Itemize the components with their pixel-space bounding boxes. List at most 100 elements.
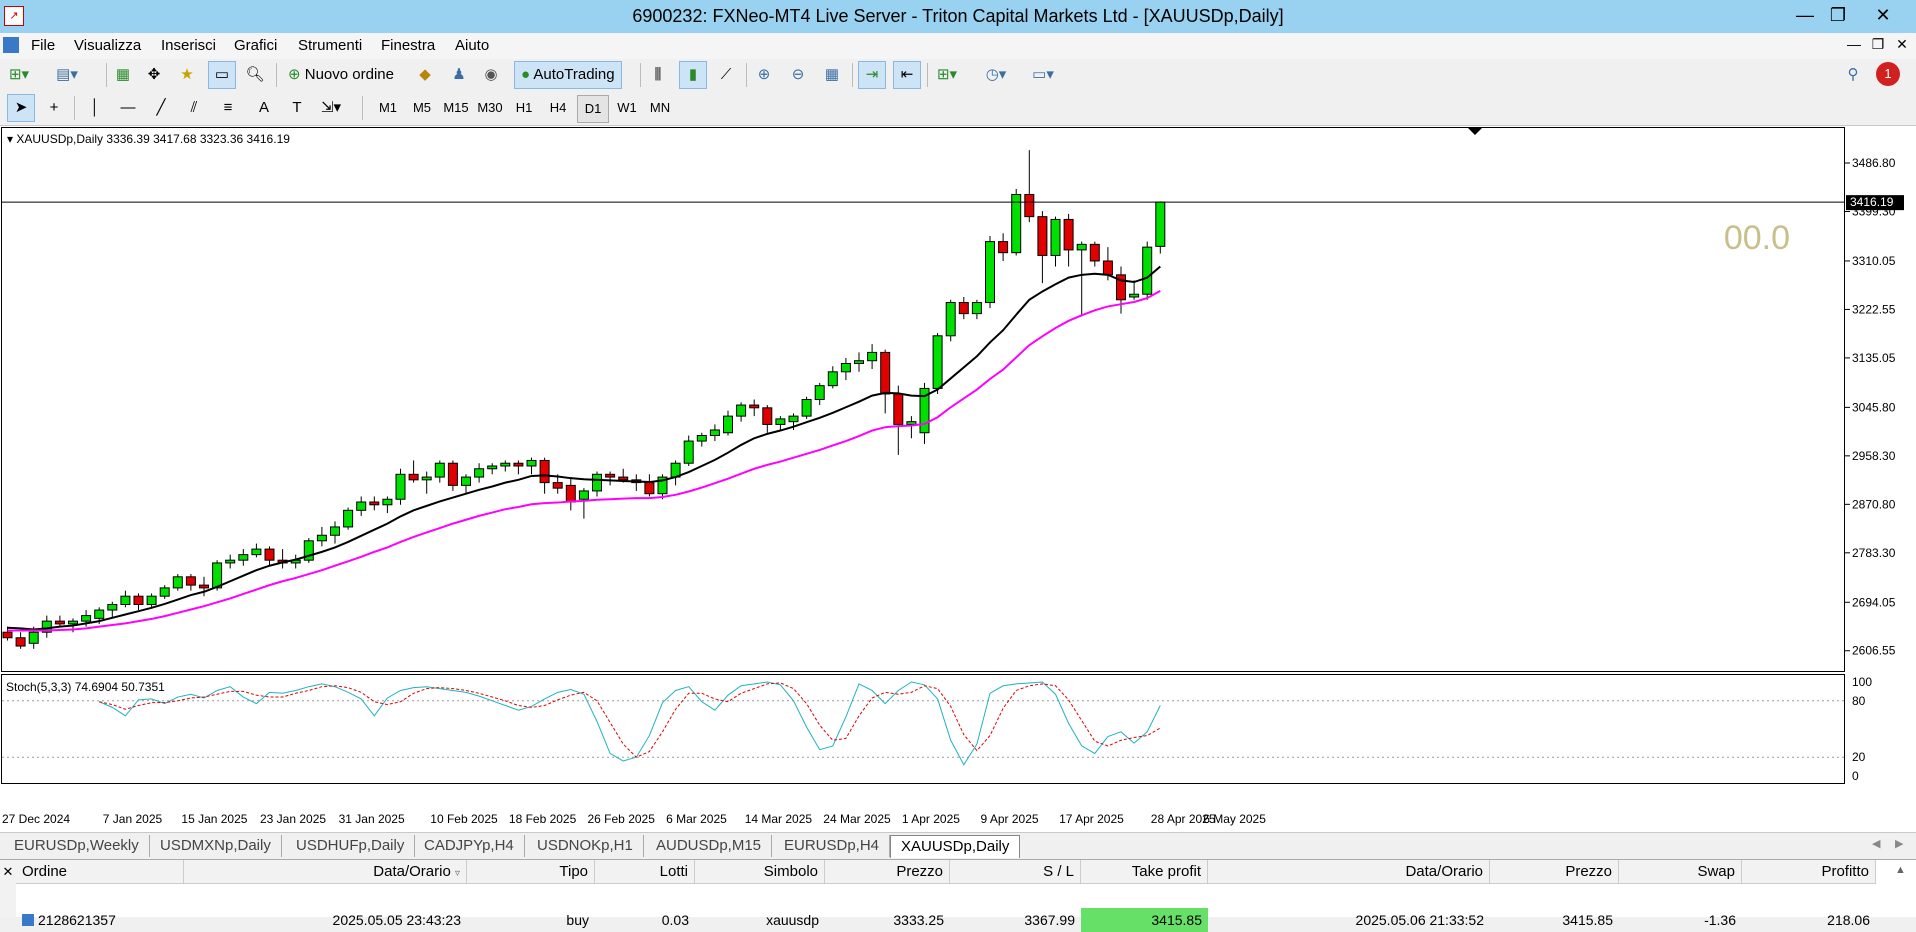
candle-body <box>146 595 157 606</box>
timeframe-mn[interactable]: MN <box>649 100 671 115</box>
chart-window[interactable]: ▾ XAUUSDp,Daily 3336.39 3417.68 3323.36 … <box>0 126 1916 832</box>
col-type[interactable]: Tipo <box>467 860 595 884</box>
autotrading-button[interactable]: ● AutoTrading <box>514 61 622 89</box>
metaeditor-icon[interactable]: ◆ <box>419 66 431 83</box>
candle <box>120 590 131 608</box>
candle <box>408 460 419 483</box>
date-label: 31 Jan 2025 <box>339 812 405 826</box>
signals-icon[interactable]: ◉ <box>484 66 498 83</box>
col-lots[interactable]: Lotti <box>595 860 695 884</box>
tab-usdnokp-h1[interactable]: USDNOKp,H1 <box>527 835 644 857</box>
menu-view[interactable]: Visualizza <box>74 37 142 54</box>
swap: -1.36 <box>1704 912 1736 928</box>
timeframe-m30[interactable]: M30 <box>477 100 503 115</box>
chart-shift-icon[interactable]: ⇤ <box>893 61 921 89</box>
tab-usdhufp-daily[interactable]: USDHUFp,Daily <box>286 835 416 857</box>
vertical-line-icon[interactable]: │ <box>90 99 100 116</box>
timeframe-m1[interactable]: M1 <box>378 100 398 115</box>
timeframe-m5[interactable]: M5 <box>412 100 432 115</box>
menu-help[interactable]: Aiuto <box>455 37 490 54</box>
fibonacci-icon[interactable]: ≡ <box>223 99 233 116</box>
col-open-time[interactable]: Data/Orario ▿ <box>184 860 467 884</box>
data-window-icon[interactable]: ✥ <box>147 66 161 83</box>
notifications-badge[interactable]: 1 <box>1876 62 1900 86</box>
candle <box>212 560 223 591</box>
horizontal-line-icon[interactable]: — <box>120 99 136 116</box>
templates-icon[interactable]: ▭▾ <box>1032 66 1054 83</box>
new-order-button[interactable]: ⊕ Nuovo ordine <box>284 62 398 88</box>
col-current-price[interactable]: Prezzo <box>1490 860 1619 884</box>
col-price[interactable]: Prezzo <box>825 860 950 884</box>
candle <box>487 463 498 475</box>
col-swap[interactable]: Swap <box>1619 860 1742 884</box>
col-take-profit[interactable]: Take profit <box>1081 860 1208 884</box>
table-row[interactable]: 2128621357 2025.05.05 23:43:23 buy 0.03 … <box>16 884 1876 932</box>
minimize-button[interactable]: — <box>1796 5 1814 25</box>
col-order[interactable]: Ordine <box>16 860 184 884</box>
zoom-in-icon[interactable]: ⊕ <box>757 66 771 83</box>
cursor-icon[interactable]: ➤ <box>7 94 35 122</box>
community-icon[interactable]: ♟ <box>452 66 466 83</box>
arrows-icon[interactable]: ⇲▾ <box>320 99 342 116</box>
text-label-icon[interactable]: T <box>292 99 302 116</box>
mdi-minimize-button[interactable]: — <box>1847 36 1861 52</box>
menu-charts[interactable]: Grafici <box>234 37 278 54</box>
tab-scroll-left-icon[interactable]: ◀ <box>1872 838 1881 850</box>
chart-canvas[interactable]: ▾ XAUUSDp,Daily 3336.39 3417.68 3323.36 … <box>0 126 1916 832</box>
text-tool-icon[interactable]: A <box>258 99 269 116</box>
autoscroll-icon[interactable]: ⇥ <box>858 61 886 89</box>
col-symbol[interactable]: Simbolo <box>695 860 825 884</box>
zoom-out-icon[interactable]: ⊖ <box>791 66 805 83</box>
price-label: 3486.80 <box>1852 156 1896 170</box>
market-watch-icon[interactable]: ▦ <box>115 66 131 83</box>
close-button[interactable]: ✕ <box>1852 0 1914 30</box>
tab-eurusdp-h4[interactable]: EURUSDp,H4 <box>774 835 891 857</box>
mdi-restore-button[interactable]: ❐ <box>1871 36 1885 52</box>
search-icon[interactable]: ⚲ <box>1847 66 1859 83</box>
candle-body <box>94 609 105 619</box>
profiles-icon[interactable]: ▤▾ <box>56 66 78 83</box>
candle-body <box>1076 243 1087 251</box>
timeframe-d1[interactable]: D1 <box>577 95 609 123</box>
col-profit[interactable]: Profitto <box>1742 860 1876 884</box>
autotrading-label: AutoTrading <box>533 66 615 83</box>
tab-cadjpyp-h4[interactable]: CADJPYp,H4 <box>414 835 525 857</box>
restore-button[interactable]: ❐ <box>1829 5 1847 25</box>
terminal-close-icon[interactable]: ✕ <box>0 860 16 884</box>
tab-xauusdp-daily[interactable]: XAUUSDp,Daily <box>890 835 1021 858</box>
menu-insert[interactable]: Inserisci <box>161 37 217 54</box>
terminal-scroll-up-icon[interactable]: ▲ <box>1895 864 1906 876</box>
col-current-time[interactable]: Data/Orario <box>1208 860 1490 884</box>
crosshair-icon[interactable]: + <box>49 99 59 116</box>
ma-slow-line <box>7 290 1161 632</box>
candle <box>867 344 878 370</box>
line-chart-icon[interactable]: ⟋ <box>720 66 732 83</box>
timeframe-m15[interactable]: M15 <box>443 100 469 115</box>
new-chart-icon[interactable]: ⊞▾ <box>8 66 30 83</box>
candle-body <box>1050 218 1061 256</box>
tile-windows-icon[interactable]: ▦ <box>824 66 840 83</box>
menu-tools[interactable]: Strumenti <box>298 37 363 54</box>
indicators-icon[interactable]: ⊞▾ <box>936 66 958 83</box>
tab-eurusdp-weekly[interactable]: EURUSDp,Weekly <box>4 835 150 857</box>
candlestick-icon[interactable]: ▮ <box>679 61 707 89</box>
channel-icon[interactable]: ⫽ <box>190 99 198 116</box>
tab-audusdp-m15[interactable]: AUDUSDp,M15 <box>646 835 773 857</box>
menu-file[interactable]: File <box>31 37 56 54</box>
order-type: buy <box>566 912 589 928</box>
bar-chart-icon[interactable]: ⫼ <box>654 66 662 83</box>
navigator-icon[interactable]: ★ <box>180 66 194 83</box>
timeframe-h1[interactable]: H1 <box>515 100 533 115</box>
trendline-icon[interactable]: ╱ <box>156 99 166 116</box>
menu-window[interactable]: Finestra <box>381 37 436 54</box>
tab-scroll-right-icon[interactable]: ▶ <box>1895 838 1904 850</box>
timeframe-w1[interactable]: W1 <box>617 100 637 115</box>
candle <box>251 543 262 558</box>
terminal-icon[interactable]: ▭ <box>208 61 236 89</box>
tab-usdmxnp-daily[interactable]: USDMXNp,Daily <box>150 835 282 857</box>
strategy-tester-icon[interactable]: 🔍︎ <box>245 66 265 83</box>
timeframe-h4[interactable]: H4 <box>549 100 567 115</box>
mdi-close-button[interactable]: ✕ <box>1896 36 1908 52</box>
col-stop-loss[interactable]: S / L <box>950 860 1081 884</box>
periods-icon[interactable]: ◷▾ <box>985 66 1007 83</box>
